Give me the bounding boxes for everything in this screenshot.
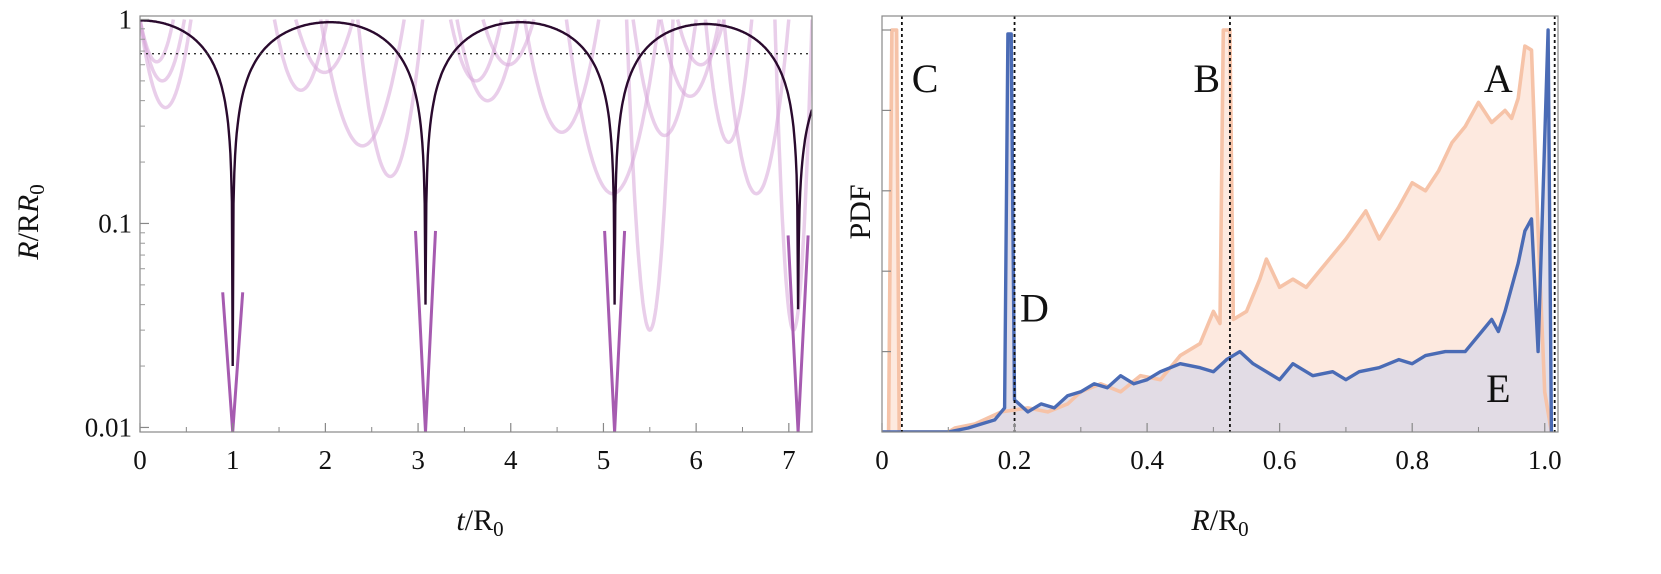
bounce-curve	[631, 19, 698, 138]
bounce-curve	[140, 19, 176, 64]
blue-area	[882, 30, 1552, 432]
envelope-line	[140, 19, 812, 367]
x-tick-label: 1	[226, 445, 240, 475]
right-series-layer	[882, 28, 1554, 432]
y-tick-label: 0.1	[98, 208, 132, 238]
x-tick-label: 6	[689, 445, 703, 475]
orange-series-line	[882, 28, 1554, 432]
x-tick-label: 0	[875, 445, 889, 475]
x-tick-label: 0	[133, 445, 147, 475]
x-tick-label: 2	[319, 445, 333, 475]
right-chart: 0 0.2 0.4 0.6 0.8 1.0 A B C D E PDF R/R0	[844, 15, 1562, 541]
peak-label-c: C	[912, 56, 939, 101]
x-tick-label: 0.6	[1263, 445, 1297, 475]
left-x-axis-title: t/R0	[456, 504, 503, 541]
bounce-curve	[356, 19, 425, 179]
x-tick-label: 4	[504, 445, 518, 475]
right-ticks-layer: 0 0.2 0.4 0.6 0.8 1.0	[875, 29, 1562, 475]
right-x-axis-title: R/R0	[1190, 504, 1248, 541]
x-tick-label: 0.4	[1130, 445, 1164, 475]
bounce-curve	[522, 19, 601, 134]
bounce-curve	[675, 19, 726, 67]
x-tick-label: 0.8	[1395, 445, 1429, 475]
bounce-curve	[318, 19, 406, 148]
peak-label-b: B	[1193, 56, 1220, 101]
bounce-curve	[703, 19, 754, 145]
bounce-curve	[624, 19, 675, 332]
x-tick-label: 7	[782, 445, 796, 475]
x-tick-label: 1.0	[1528, 445, 1562, 475]
right-plot-frame	[881, 15, 1559, 433]
peak-label-d: D	[1020, 285, 1049, 330]
right-y-axis-title: PDF	[844, 184, 877, 239]
bounce-curve	[140, 19, 193, 110]
blue-series-line	[882, 28, 1554, 432]
x-tick-label: 3	[411, 445, 425, 475]
y-tick-label: 1	[119, 4, 133, 34]
x-tick-label: 0.2	[998, 445, 1032, 475]
bounce-curve	[294, 19, 355, 75]
x-tick-label: 5	[597, 445, 611, 475]
minimum-spikes	[221, 230, 810, 432]
orange-area	[882, 30, 1552, 432]
right-annotations-layer: A B C D E	[912, 56, 1513, 411]
bounce-curve	[272, 19, 329, 92]
y-tick-label: 0.01	[85, 412, 132, 442]
left-ticks-layer: 0 1 2 3 4 5 6 7 1 0.1 0.01	[85, 4, 796, 475]
bounce-curve	[481, 19, 536, 67]
left-chart: 0 1 2 3 4 5 6 7 1 0.1 0.01 R/RR0 t/R0	[12, 4, 813, 541]
left-y-axis-title: R/RR0	[12, 184, 49, 261]
peak-label-e: E	[1486, 366, 1510, 411]
peak-label-a: A	[1484, 56, 1513, 101]
left-series-layer	[140, 19, 812, 432]
